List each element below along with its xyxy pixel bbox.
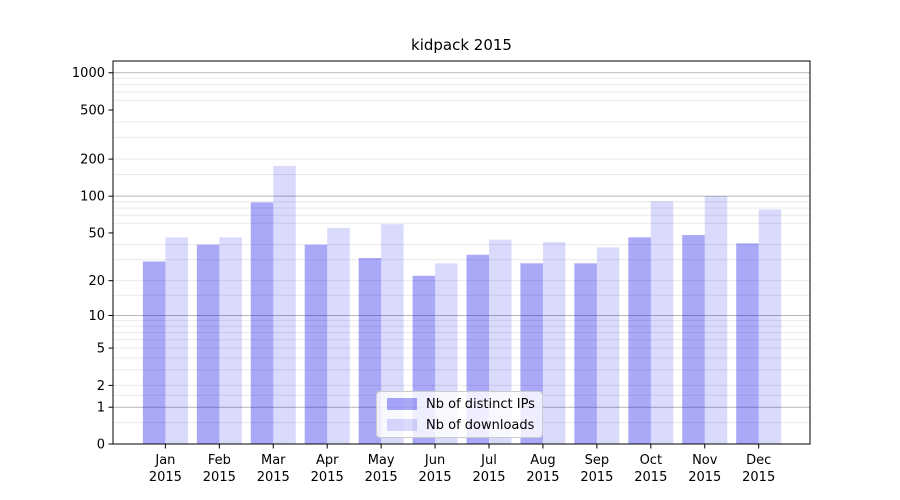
legend-row-downloads: Nb of downloads bbox=[387, 416, 542, 434]
legend-swatch-distinct-ips bbox=[387, 398, 417, 410]
x-tick-label-year: 2015 bbox=[257, 470, 290, 485]
y-tick-label: 0 bbox=[97, 438, 105, 453]
x-tick-label-year: 2015 bbox=[472, 470, 505, 485]
bar-downloads bbox=[381, 224, 404, 444]
x-tick-label-month: Sep bbox=[585, 453, 610, 468]
y-tick-label: 10 bbox=[88, 309, 105, 324]
y-tick-label: 20 bbox=[88, 274, 105, 289]
y-tick-label: 2 bbox=[97, 379, 105, 394]
bar-downloads bbox=[273, 165, 296, 444]
bar-downloads bbox=[542, 242, 566, 444]
x-tick-label-year: 2015 bbox=[311, 470, 344, 485]
bar-downloads bbox=[758, 209, 782, 444]
bar-distinct-ips bbox=[358, 258, 382, 444]
x-tick-label-month: Feb bbox=[208, 453, 231, 468]
x-tick-label-year: 2015 bbox=[634, 470, 667, 485]
y-tick-label: 100 bbox=[80, 190, 105, 205]
x-tick-label-month: Jan bbox=[154, 453, 175, 468]
x-tick-label-year: 2015 bbox=[149, 470, 182, 485]
axes-spines bbox=[112, 60, 811, 445]
x-tick-label-year: 2015 bbox=[419, 470, 452, 485]
x-tick-label-month: Jul bbox=[480, 453, 497, 468]
bar-downloads bbox=[327, 227, 350, 444]
x-tick-label-month: Aug bbox=[530, 453, 555, 468]
bar-distinct-ips bbox=[196, 244, 220, 444]
bar-downloads bbox=[596, 247, 620, 444]
x-tick-label-year: 2015 bbox=[580, 470, 613, 485]
bar-downloads bbox=[219, 237, 242, 444]
legend: Nb of distinct IPs Nb of downloads bbox=[376, 391, 543, 438]
y-tick-label: 1000 bbox=[72, 66, 105, 81]
x-tick-label-year: 2015 bbox=[526, 470, 559, 485]
legend-label-distinct-ips: Nb of distinct IPs bbox=[426, 396, 535, 412]
bar-downloads bbox=[165, 237, 188, 444]
y-tick-label: 1 bbox=[97, 401, 105, 416]
bar-distinct-ips bbox=[304, 244, 328, 444]
x-tick-label-month: Apr bbox=[316, 453, 339, 468]
x-tick-label-year: 2015 bbox=[203, 470, 236, 485]
y-tick-label: 50 bbox=[88, 226, 105, 241]
legend-row-distinct-ips: Nb of distinct IPs bbox=[387, 395, 542, 413]
x-tick-label-month: Jun bbox=[424, 453, 445, 468]
bar-distinct-ips bbox=[250, 202, 274, 444]
bar-downloads bbox=[650, 201, 674, 444]
x-tick-label-month: Nov bbox=[692, 453, 718, 468]
y-tick-label: 200 bbox=[80, 153, 105, 168]
bar-distinct-ips bbox=[736, 243, 759, 444]
x-tick-label-year: 2015 bbox=[365, 470, 398, 485]
bar-distinct-ips bbox=[682, 235, 705, 444]
bar-distinct-ips bbox=[142, 261, 166, 444]
bar-distinct-ips bbox=[574, 263, 597, 444]
x-tick-label-year: 2015 bbox=[688, 470, 721, 485]
bar-downloads bbox=[704, 196, 728, 444]
legend-label-downloads: Nb of downloads bbox=[426, 417, 535, 433]
y-tick-label: 500 bbox=[80, 103, 105, 118]
x-tick-label-year: 2015 bbox=[742, 470, 775, 485]
x-tick-label-month: Dec bbox=[746, 453, 771, 468]
x-tick-label-month: Oct bbox=[640, 453, 662, 468]
bar-distinct-ips bbox=[628, 237, 651, 444]
chart-title: kidpack 2015 bbox=[411, 36, 512, 54]
y-tick-label: 5 bbox=[97, 342, 105, 357]
x-tick-label-month: May bbox=[368, 453, 395, 468]
legend-swatch-downloads bbox=[387, 419, 417, 431]
x-tick-label-month: Mar bbox=[261, 453, 286, 468]
